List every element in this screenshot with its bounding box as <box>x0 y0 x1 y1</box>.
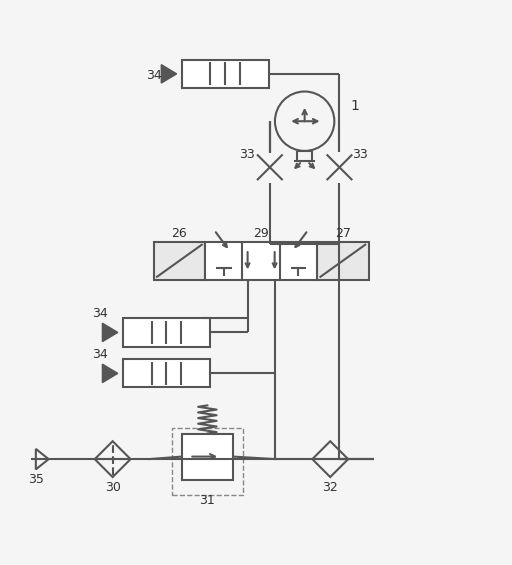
Text: 1: 1 <box>350 99 359 114</box>
Text: 34: 34 <box>146 68 161 81</box>
Bar <box>182 60 269 88</box>
Text: 35: 35 <box>28 473 44 486</box>
Bar <box>154 242 205 280</box>
Polygon shape <box>102 323 118 342</box>
Bar <box>317 242 369 280</box>
Bar <box>123 318 210 346</box>
Text: 26: 26 <box>172 227 187 240</box>
Text: 34: 34 <box>92 307 108 320</box>
Polygon shape <box>102 364 118 383</box>
Bar <box>205 242 317 280</box>
Text: 33: 33 <box>352 148 368 161</box>
Bar <box>182 433 233 480</box>
Bar <box>123 359 210 388</box>
Polygon shape <box>161 64 177 83</box>
Bar <box>172 428 243 495</box>
Text: 33: 33 <box>239 148 254 161</box>
Text: 31: 31 <box>200 494 215 507</box>
Text: 30: 30 <box>104 481 121 494</box>
Text: 27: 27 <box>335 227 351 240</box>
Text: 29: 29 <box>253 227 269 240</box>
Text: 32: 32 <box>323 481 338 494</box>
Text: 34: 34 <box>92 347 108 360</box>
